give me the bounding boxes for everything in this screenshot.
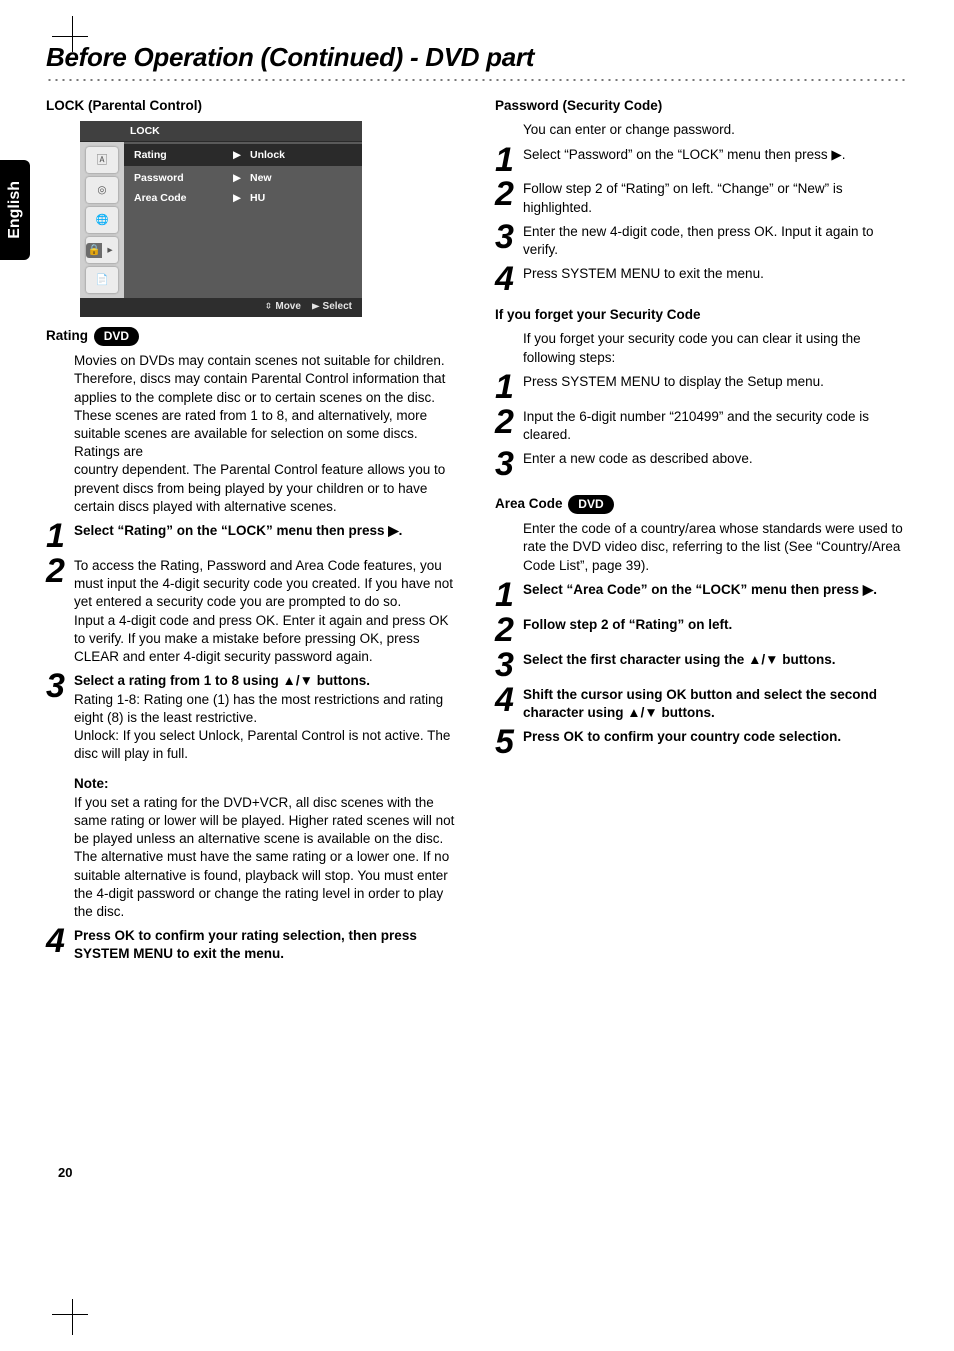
- area-body: Enter the code of a country/area whose s…: [495, 520, 908, 575]
- note: Note: If you set a rating for the DVD+VC…: [46, 775, 459, 921]
- disc-icon: ◎: [86, 177, 118, 203]
- page-number: 20: [58, 1164, 908, 1182]
- step-3-text: Select a rating from 1 to 8 using ▲/▼ bu…: [74, 672, 459, 763]
- crop-mark: [72, 1299, 73, 1335]
- pwd-step-1: 1 Select “Password” on the “LOCK” menu t…: [495, 146, 908, 175]
- language-tab: English: [0, 160, 30, 260]
- dvd-badge: DVD: [568, 495, 613, 514]
- other-icon: 📄: [86, 267, 118, 293]
- forget-step-3-text: Enter a new code as described above.: [523, 450, 908, 479]
- lock-menu-title: LOCK: [80, 121, 362, 142]
- pwd-step-2-text: Follow step 2 of “Rating” on left. “Chan…: [523, 180, 908, 216]
- area-step-1-text: Select “Area Code” on the “LOCK” menu th…: [523, 581, 908, 610]
- area-step-2-text: Follow step 2 of “Rating” on left.: [523, 616, 908, 645]
- pwd-step-3-text: Enter the new 4-digit code, then press O…: [523, 223, 908, 259]
- area-step-5: 5 Press OK to confirm your country code …: [495, 728, 908, 757]
- forget-step-1: 1 Press SYSTEM MENU to display the Setup…: [495, 373, 908, 402]
- area-step-3: 3 Select the first character using the ▲…: [495, 651, 908, 680]
- forget-intro: If you forget your security code you can…: [495, 330, 908, 366]
- lock-menu-footer: ⇕ Move ▶ Select: [80, 298, 362, 317]
- pwd-step-4: 4 Press SYSTEM MENU to exit the menu.: [495, 265, 908, 294]
- forget-step-2: 2 Input the 6-digit number “210499” and …: [495, 408, 908, 444]
- step-4-text: Press OK to confirm your rating selectio…: [74, 927, 459, 963]
- two-column-content: LOCK (Parental Control) LOCK 🄰 ◎ 🌐 🔒▸ 📄: [46, 91, 908, 964]
- step-2-text: To access the Rating, Password and Area …: [74, 557, 459, 666]
- area-step-4: 4 Shift the cursor using OK button and s…: [495, 686, 908, 722]
- lock-row-password: Password ▶ New: [134, 168, 356, 188]
- rating-body2: country dependent. The Parental Control …: [46, 461, 459, 516]
- pwd-step-1-text: Select “Password” on the “LOCK” menu the…: [523, 146, 908, 175]
- area-step-3-text: Select the first character using the ▲/▼…: [523, 651, 908, 680]
- step-1: 1 Select “Rating” on the “LOCK” menu the…: [46, 522, 459, 551]
- crop-mark: [72, 16, 73, 52]
- left-column: LOCK (Parental Control) LOCK 🄰 ◎ 🌐 🔒▸ 📄: [46, 91, 459, 964]
- step-1-text: Select “Rating” on the “LOCK” menu then …: [74, 522, 459, 551]
- lang-icon: 🄰: [86, 147, 118, 173]
- password-intro: You can enter or change password.: [495, 121, 908, 139]
- lock-row-areacode: Area Code ▶ HU: [134, 188, 356, 208]
- lock-row-rating: Rating ▶ Unlock: [124, 144, 362, 166]
- lock-icon: 🔒▸: [86, 237, 118, 263]
- right-column: Password (Security Code) You can enter o…: [495, 91, 908, 964]
- rating-heading: Rating DVD: [46, 327, 459, 346]
- forget-step-1-text: Press SYSTEM MENU to display the Setup m…: [523, 373, 908, 402]
- page-title: Before Operation (Continued) - DVD part: [46, 40, 908, 75]
- area-heading: Area Code DVD: [495, 495, 908, 514]
- area-step-5-text: Press OK to confirm your country code se…: [523, 728, 908, 757]
- crop-mark: [52, 36, 88, 37]
- dvd-badge: DVD: [94, 327, 139, 346]
- area-step-1: 1 Select “Area Code” on the “LOCK” menu …: [495, 581, 908, 610]
- step-3: 3 Select a rating from 1 to 8 using ▲/▼ …: [46, 672, 459, 763]
- pwd-step-2: 2 Follow step 2 of “Rating” on left. “Ch…: [495, 180, 908, 216]
- lock-menu-rows: Rating ▶ Unlock Password ▶ New Area Code…: [124, 142, 362, 298]
- area-step-4-text: Shift the cursor using OK button and sel…: [523, 686, 908, 722]
- lock-menu-iconbar: 🄰 ◎ 🌐 🔒▸ 📄: [80, 142, 124, 298]
- forget-step-3: 3 Enter a new code as described above.: [495, 450, 908, 479]
- password-heading: Password (Security Code): [495, 97, 908, 115]
- rating-body: Movies on DVDs may contain scenes not su…: [46, 352, 459, 461]
- forget-step-2-text: Input the 6-digit number “210499” and th…: [523, 408, 908, 444]
- pwd-step-4-text: Press SYSTEM MENU to exit the menu.: [523, 265, 908, 294]
- pwd-step-3: 3 Enter the new 4-digit code, then press…: [495, 223, 908, 259]
- forget-heading: If you forget your Security Code: [495, 306, 908, 324]
- area-step-2: 2 Follow step 2 of “Rating” on left.: [495, 616, 908, 645]
- step-2: 2 To access the Rating, Password and Are…: [46, 557, 459, 666]
- dotted-rule: [46, 77, 908, 83]
- globe-icon: 🌐: [86, 207, 118, 233]
- lock-heading: LOCK (Parental Control): [46, 97, 459, 115]
- step-4: 4 Press OK to confirm your rating select…: [46, 927, 459, 963]
- lock-menu-figure: LOCK 🄰 ◎ 🌐 🔒▸ 📄 Rating ▶: [80, 121, 459, 317]
- crop-mark: [52, 1314, 88, 1315]
